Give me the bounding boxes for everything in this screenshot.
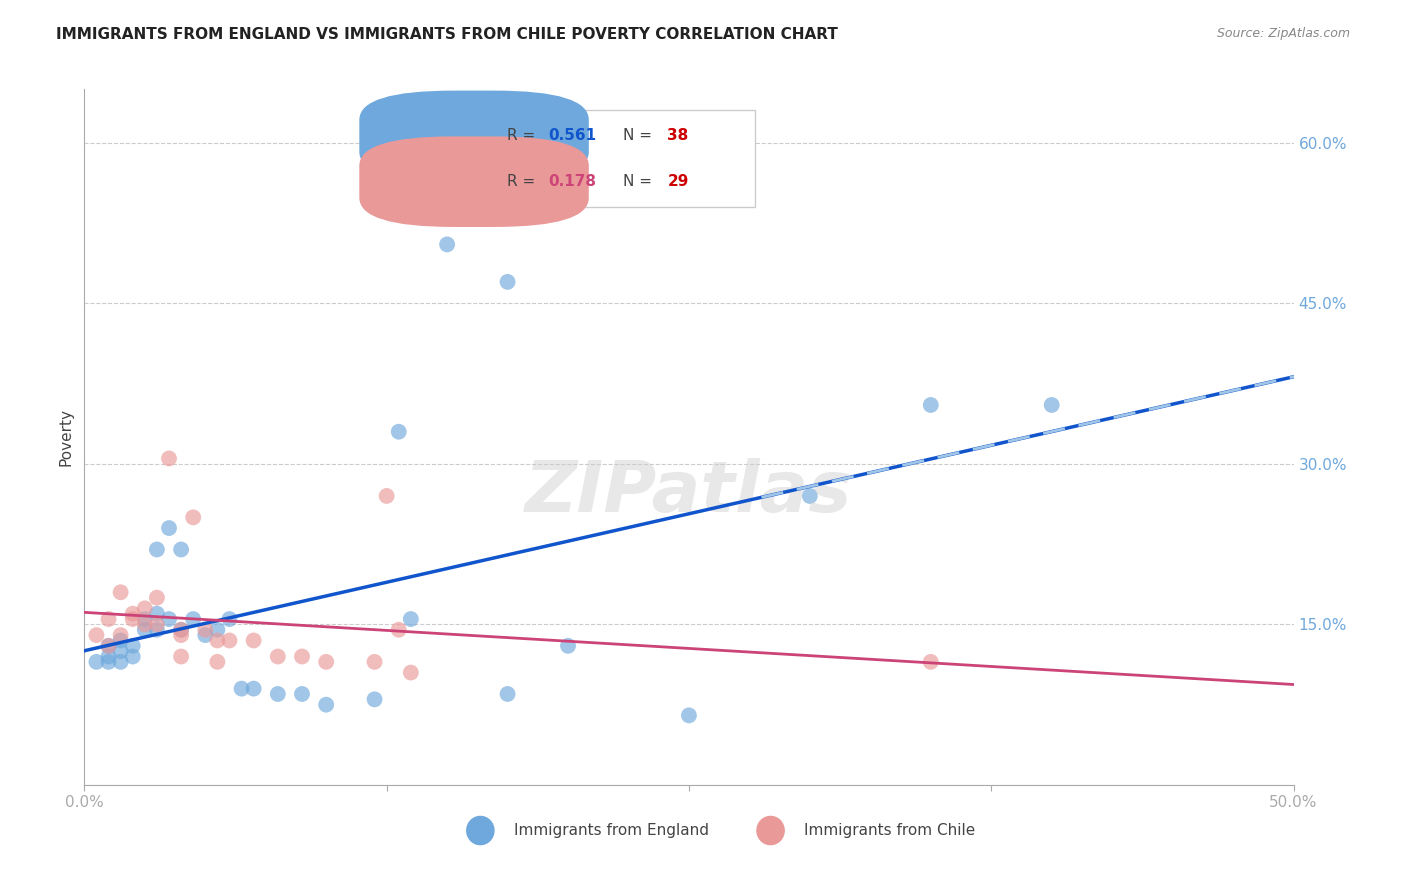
Point	[496, 687, 519, 701]
Point	[134, 612, 156, 626]
Point	[218, 633, 240, 648]
Text: Immigrants from Chile: Immigrants from Chile	[804, 822, 974, 838]
Point	[170, 623, 193, 637]
Point	[242, 681, 264, 696]
Point	[315, 698, 337, 712]
Point	[157, 612, 180, 626]
Point	[97, 639, 120, 653]
Point	[86, 628, 108, 642]
Point	[121, 612, 143, 626]
Point	[97, 639, 120, 653]
Point	[170, 649, 193, 664]
Point	[121, 639, 143, 653]
Point	[267, 649, 290, 664]
Y-axis label: Poverty: Poverty	[58, 408, 73, 467]
Point	[146, 591, 169, 605]
Point	[86, 655, 108, 669]
Point	[97, 649, 120, 664]
Point	[242, 633, 264, 648]
Point	[496, 275, 519, 289]
Point	[110, 655, 132, 669]
Point	[388, 425, 411, 439]
Point	[170, 623, 193, 637]
Point	[315, 655, 337, 669]
Point	[291, 687, 314, 701]
Point	[170, 542, 193, 557]
Point	[157, 451, 180, 466]
Point	[134, 623, 156, 637]
Point	[134, 601, 156, 615]
Point	[157, 521, 180, 535]
Point	[134, 617, 156, 632]
Point	[207, 633, 229, 648]
Point	[1040, 398, 1063, 412]
Point	[194, 623, 217, 637]
Point	[97, 612, 120, 626]
Point	[231, 681, 253, 696]
Point	[121, 607, 143, 621]
Point	[110, 585, 132, 599]
Text: Source: ZipAtlas.com: Source: ZipAtlas.com	[1216, 27, 1350, 40]
Point	[436, 237, 458, 252]
Point	[388, 623, 411, 637]
Point	[678, 708, 700, 723]
Point	[146, 607, 169, 621]
Point	[146, 623, 169, 637]
Point	[399, 665, 422, 680]
Point	[97, 655, 120, 669]
Point	[110, 628, 132, 642]
Point	[920, 398, 942, 412]
Point	[375, 489, 398, 503]
Point	[110, 644, 132, 658]
Text: IMMIGRANTS FROM ENGLAND VS IMMIGRANTS FROM CHILE POVERTY CORRELATION CHART: IMMIGRANTS FROM ENGLAND VS IMMIGRANTS FR…	[56, 27, 838, 42]
Point	[121, 649, 143, 664]
Point	[218, 612, 240, 626]
Point	[181, 612, 204, 626]
Point	[363, 692, 385, 706]
Point	[291, 649, 314, 664]
Point	[557, 639, 579, 653]
Point	[110, 633, 132, 648]
Text: ZIPatlas: ZIPatlas	[526, 458, 852, 527]
Point	[207, 655, 229, 669]
Point	[363, 655, 385, 669]
Point	[170, 628, 193, 642]
Point	[194, 628, 217, 642]
Point	[267, 687, 290, 701]
Point	[146, 617, 169, 632]
Point	[146, 542, 169, 557]
Point	[207, 623, 229, 637]
Point	[920, 655, 942, 669]
Text: Immigrants from England: Immigrants from England	[513, 822, 709, 838]
Point	[799, 489, 821, 503]
Point	[181, 510, 204, 524]
Point	[399, 612, 422, 626]
